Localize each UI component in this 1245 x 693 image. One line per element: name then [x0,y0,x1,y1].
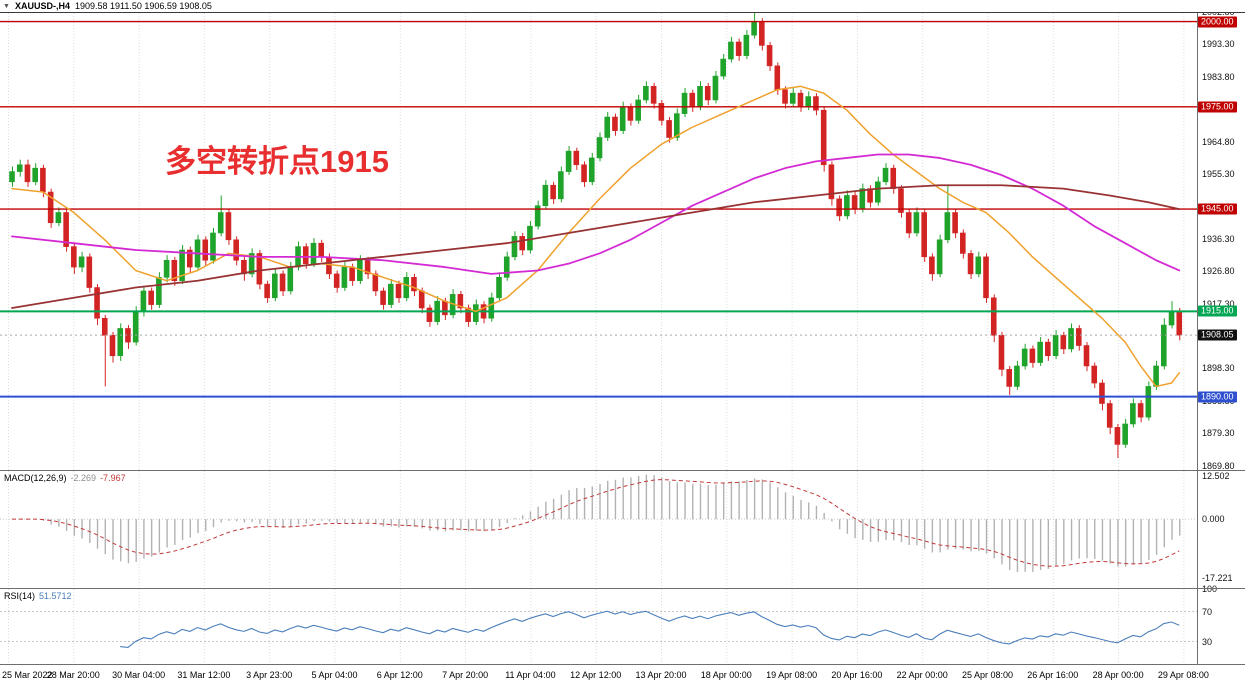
rsi-axis-tick: 30 [1202,636,1213,647]
time-axis-label: 13 Apr 20:00 [635,670,687,680]
price-axis-tick: 1869.80 [1202,460,1235,471]
price-pane[interactable] [0,13,1197,470]
price-line-badge: 1915.00 [1198,305,1237,317]
time-axis-label: 3 Apr 23:00 [246,670,293,680]
grid-layer [8,589,1185,664]
rsi-canvas[interactable] [0,589,1197,664]
time-axis-label: 22 Apr 00:00 [896,670,948,680]
time-axis-label: 31 Mar 12:00 [177,670,231,680]
macd-pane[interactable] [0,471,1197,588]
time-axis-label: 12 Apr 12:00 [570,670,622,680]
rsi-label: RSI(14) 51.5712 [4,591,72,601]
rsi-axis-tick: 70 [1202,606,1213,617]
rsi-axis-tick: 100 [1202,584,1218,594]
time-axis-label: 11 Apr 04:00 [505,670,556,680]
time-axis-label: 25 Apr 08:00 [961,670,1014,680]
price-line-badge: 1945.00 [1198,203,1237,215]
price-axis-tick: 1955.30 [1202,168,1235,179]
macd-value-main: -2.269 [70,473,97,483]
price-line-badge: 1890.00 [1198,391,1237,403]
macd-value-signal: -7.967 [100,473,126,483]
pane-separator[interactable] [0,664,1245,665]
time-axis-label: 18 Apr 00:00 [700,670,752,680]
annotation-text: 多空转折点1915 [165,144,389,179]
time-axis-label: 25 Mar 2022 [2,670,53,680]
price-axis-tick: 1993.30 [1202,39,1235,50]
time-axis-label: 5 Apr 04:00 [311,670,358,680]
rsi-name-label: RSI(14) [4,591,36,601]
time-axis-label: 28 Apr 00:00 [1092,670,1144,680]
time-axis-label: 26 Apr 16:00 [1027,670,1079,680]
pane-separator[interactable] [0,588,1245,589]
ma-mid-line [11,153,1181,275]
pane-separator[interactable] [0,470,1245,471]
time-axis-label: 6 Apr 12:00 [376,670,423,680]
macd-axis-tick: -17.221 [1202,573,1233,584]
price-axis-tick: 1917.30 [1202,298,1235,309]
chart-titlebar: ▼ XAUUSD-,H4 1909.58 1911.50 1906.59 190… [0,0,1245,13]
rsi-pane[interactable] [0,589,1197,664]
time-axis-label: 7 Apr 20:00 [442,670,489,680]
ma-fast-line [11,85,1181,388]
price-axis-tick: 1936.30 [1202,233,1235,244]
price-axis-tick: 1879.30 [1202,428,1235,439]
time-axis-label: 19 Apr 08:00 [766,670,818,680]
horizontal-lines-layer [0,20,1197,398]
price-axis-tick: 1926.80 [1202,266,1235,277]
rsi-line [120,610,1180,648]
macd-label: MACD(12,26,9) -2.269 -7.967 [4,473,126,483]
time-axis-label: 28 Mar 20:00 [46,670,100,680]
candles-layer [9,13,1183,459]
time-axis-label: 30 Mar 04:00 [112,670,166,680]
time-axis-label: 29 Apr 08:00 [1157,670,1209,680]
macd-axis-tick: 0.000 [1202,514,1225,525]
ma-slow-line [11,184,1181,309]
macd-canvas[interactable] [0,471,1197,588]
grid-layer [8,471,1185,588]
macd-name-label: MACD(12,26,9) [4,473,67,483]
price-axis-tick: 1983.80 [1202,71,1235,82]
macd-axis-tick: 12.502 [1202,471,1230,482]
symbol-timeframe-label: XAUUSD-,H4 [14,1,70,11]
axis-separator [1197,13,1198,665]
price-line-badge: 1975.00 [1198,101,1237,113]
price-axis-tick: 1964.80 [1202,136,1235,147]
macd-signal-line [11,479,1180,567]
grid-layer [8,13,1185,470]
ohlc-quote-label: 1909.58 1911.50 1906.59 1908.05 [74,1,212,11]
current-price-badge: 1908.05 [1198,329,1237,341]
price-axis-tick: 1898.30 [1202,363,1235,374]
price-line-badge: 2000.00 [1198,16,1237,28]
price-chart-canvas[interactable] [0,13,1197,470]
time-axis[interactable]: 25 Mar 2022 28 Mar 20:00 30 Mar 04:00 31 Ma… [0,665,1245,693]
symbol-dropdown-icon[interactable]: ▼ [3,2,10,10]
time-axis-label: 20 Apr 16:00 [831,670,883,680]
price-axis[interactable]: 2002.801993.301983.801964.801955.301936.… [1198,0,1245,693]
rsi-value: 51.5712 [39,591,72,601]
